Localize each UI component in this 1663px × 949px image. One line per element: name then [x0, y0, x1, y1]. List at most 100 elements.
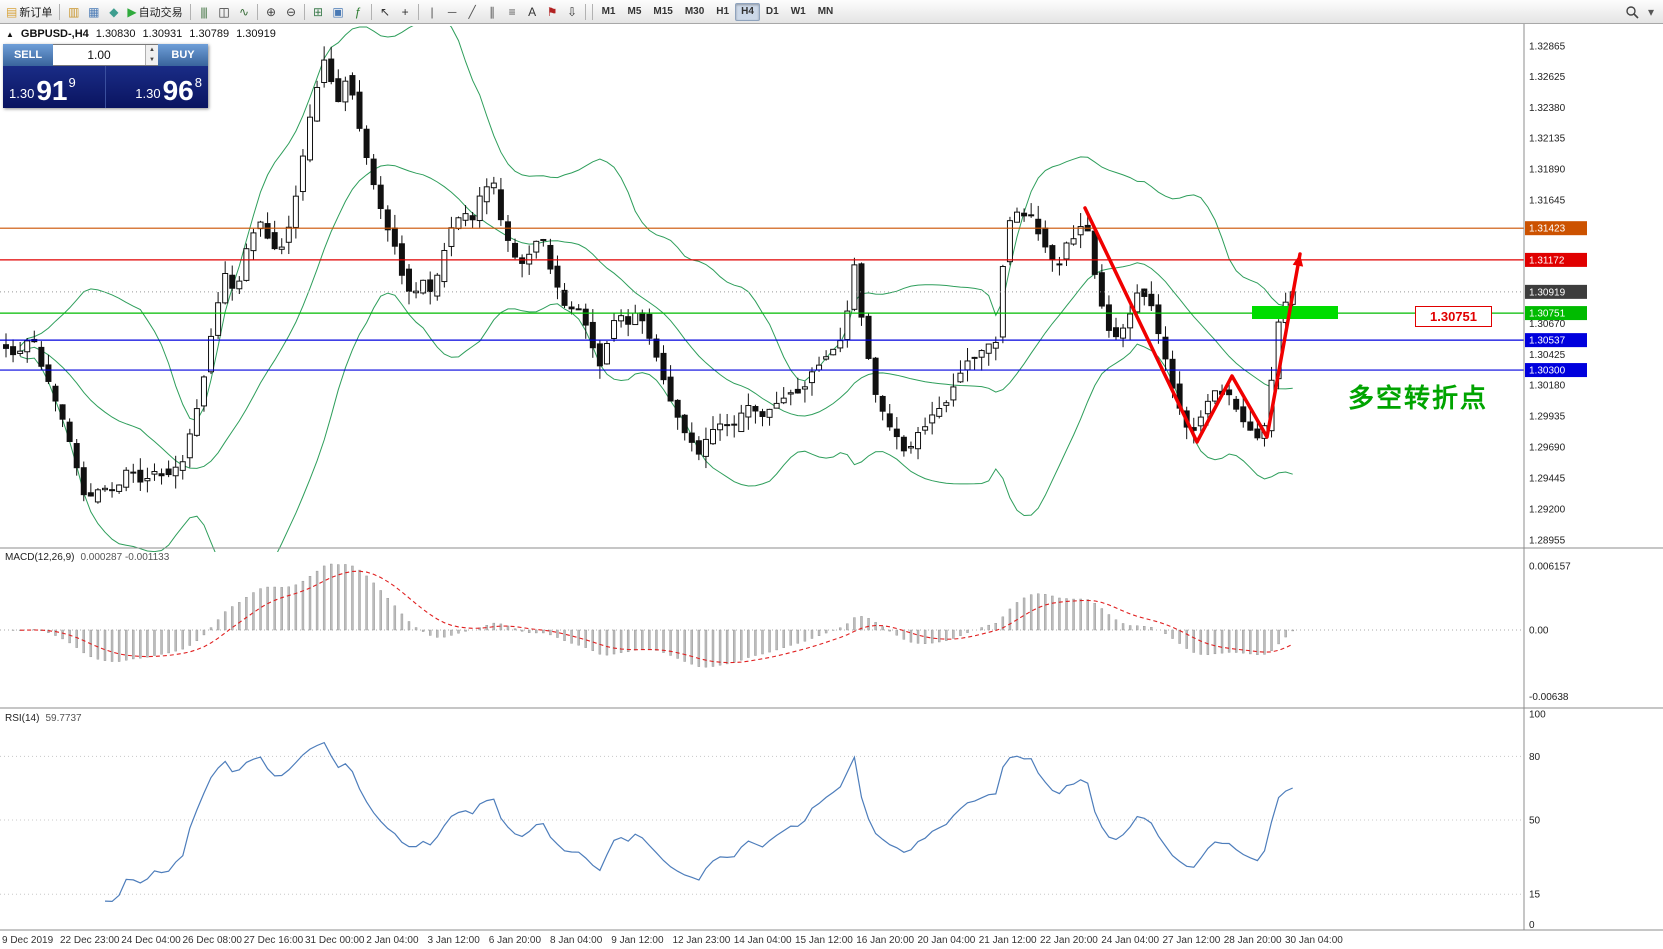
zoom-in-button[interactable]: ⊕: [261, 2, 281, 22]
buy-price-pip: 8: [194, 75, 202, 90]
crosshair-tool-icon: +: [401, 4, 409, 19]
autotrading-label: 自动交易: [138, 6, 183, 19]
timeframe-M1[interactable]: M1: [601, 6, 616, 17]
fibonacci-tool-button[interactable]: ≡: [502, 2, 522, 22]
toolbar-right: ▾: [1621, 2, 1661, 22]
data-window-button[interactable]: ▦: [83, 2, 103, 22]
text-tool-icon: A: [528, 4, 536, 19]
timeframe-H4[interactable]: H4: [735, 2, 760, 21]
time-axis[interactable]: 9 Dec 2019 22 Dec 23:00 24 Dec 04:00 26 Dec…: [0, 931, 1663, 949]
horizontal-line-tool-button[interactable]: ─: [442, 2, 462, 22]
price-tag-label[interactable]: 1.30751: [1415, 306, 1492, 327]
symbol-period-label: GBPUSD-,H4: [20, 28, 89, 40]
indicators-list-icon: ƒ: [354, 4, 362, 19]
new-order-button[interactable]: ▤ 新订单: [2, 2, 56, 22]
ohlc-close: 1.30919: [236, 28, 276, 40]
time-label-5: 31 Dec 00:00: [305, 935, 365, 946]
timeframe-M5[interactable]: M5: [627, 6, 642, 17]
lot-size-value[interactable]: 1.00: [87, 48, 111, 62]
rsi-axis-15: 15: [1529, 890, 1541, 901]
toolbar-separator: [303, 3, 305, 20]
buy-price-big: 96: [162, 75, 194, 107]
chart-bars-button[interactable]: |||: [194, 2, 214, 22]
autotrading-button[interactable]: ▶ 自动交易: [123, 2, 186, 22]
toolbar-separator: [370, 3, 372, 20]
timeframe-M15[interactable]: M15: [653, 6, 673, 17]
timeframe-W1[interactable]: W1: [790, 6, 806, 17]
price-label-1.32135: 1.32135: [1529, 134, 1566, 145]
panel-collapse-icon[interactable]: ▲: [6, 29, 14, 39]
time-label-2: 24 Dec 04:00: [121, 935, 181, 946]
navigator-button[interactable]: ◆: [103, 2, 123, 22]
timeframe-M30[interactable]: M30: [684, 6, 705, 17]
channel-tool-button[interactable]: ∥: [482, 2, 502, 22]
timeframe-MN[interactable]: MN: [817, 6, 834, 17]
new-chart-icon: ⊞: [313, 4, 323, 19]
sell-price[interactable]: 1.30 91 9: [3, 66, 105, 108]
highlight-zone-rect[interactable]: [1252, 306, 1338, 319]
new-chart-button[interactable]: ⊞: [308, 2, 328, 22]
turning-point-annotation[interactable]: 多空转折点: [1348, 383, 1489, 413]
indicators-list-button[interactable]: ƒ: [348, 2, 368, 22]
price-label-1.29200: 1.29200: [1529, 505, 1566, 516]
new-order-icon: ▤: [6, 4, 17, 19]
time-label-21: 30 Jan 04:00: [1285, 935, 1343, 946]
horizontal-line-tool-icon: ─: [447, 4, 456, 19]
macd-histogram: [11, 563, 1294, 668]
toolbar-overflow-caret[interactable]: ▾: [1647, 4, 1654, 19]
macd-name: MACD(12,26,9): [5, 552, 75, 563]
price-label-1.30425: 1.30425: [1529, 350, 1566, 361]
chart-candles-icon: ◫: [218, 4, 229, 19]
market-watch-button[interactable]: ▥: [63, 2, 83, 22]
chart-candles-button[interactable]: ◫: [214, 2, 234, 22]
arrows-tool-button[interactable]: ⇩: [562, 2, 582, 22]
symbol-search-button[interactable]: [1621, 2, 1643, 22]
chart-shift-button[interactable]: ▣: [328, 2, 348, 22]
buy-button[interactable]: BUY: [158, 44, 208, 66]
label-tool-button[interactable]: ⚑: [542, 2, 562, 22]
timeframe-H1[interactable]: H1: [716, 6, 730, 17]
rsi-axis-0: 0: [1529, 920, 1535, 931]
level-1.30300-badge-text: 1.30300: [1529, 366, 1566, 377]
toolbar-buttons: ▤ 新订单 ▥ ▦ ◆ ▶ 自动交易 ||| ◫ ∿ ⊕ ⊖ ⊞ ▣ ƒ ↖ + | ─ ╱ ∥ ≡ A ⚑ ⇩: [2, 2, 589, 22]
sell-button[interactable]: SELL: [3, 44, 53, 66]
price-label-1.29690: 1.29690: [1529, 443, 1566, 454]
level-1.30751-badge: [1525, 306, 1587, 321]
rsi-axis-100: 100: [1529, 710, 1546, 721]
price-label-1.31645: 1.31645: [1529, 196, 1566, 207]
time-label-14: 16 Jan 20:00: [856, 935, 915, 946]
crosshair-tool-button[interactable]: +: [395, 2, 415, 22]
channel-tool-icon: ∥: [489, 4, 495, 19]
text-tool-button[interactable]: A: [522, 2, 542, 22]
search-icon: [1626, 5, 1639, 19]
macd-indicator-title: MACD(12,26,9) 0.000287 -0.001133: [5, 552, 169, 563]
ohlc-open: 1.30830: [95, 28, 136, 40]
timeframe-D1[interactable]: D1: [765, 6, 779, 17]
toolbar-separator: [584, 3, 586, 20]
bollinger-middle: [19, 164, 1293, 469]
zoom-out-button[interactable]: ⊖: [281, 2, 301, 22]
time-label-20: 28 Jan 20:00: [1223, 935, 1282, 946]
vertical-line-tool-button[interactable]: |: [422, 2, 442, 22]
label-tool-icon: ⚑: [546, 4, 558, 19]
macd-values: 0.000287 -0.001133: [80, 552, 170, 563]
trendline-tool-button[interactable]: ╱: [462, 2, 482, 22]
trend-arrow[interactable]: [1083, 206, 1302, 444]
rsi-axis-80: 80: [1529, 752, 1541, 763]
cursor-tool-button[interactable]: ↖: [375, 2, 395, 22]
time-label-4: 27 Dec 16:00: [243, 935, 304, 946]
trade-panel-prices: 1.30 91 9 1.30 96 8: [3, 66, 208, 108]
level-1.30537-badge-text: 1.30537: [1529, 336, 1566, 347]
toolbar-separator: [417, 3, 419, 20]
trade-panel-header: SELL 1.00 ▲ ▼ BUY: [3, 44, 208, 66]
chart-line-button[interactable]: ∿: [234, 2, 254, 22]
lot-decrease-button[interactable]: ▼: [146, 55, 158, 65]
lot-increase-button[interactable]: ▲: [146, 45, 158, 55]
buy-price[interactable]: 1.30 96 8: [105, 66, 208, 108]
time-label-9: 8 Jan 04:00: [550, 935, 603, 946]
lot-size-field[interactable]: 1.00 ▲ ▼: [53, 44, 158, 66]
level-1.31423-badge: [1525, 221, 1587, 236]
time-label-13: 15 Jan 12:00: [795, 935, 853, 946]
toolbar-separator: [59, 3, 61, 20]
